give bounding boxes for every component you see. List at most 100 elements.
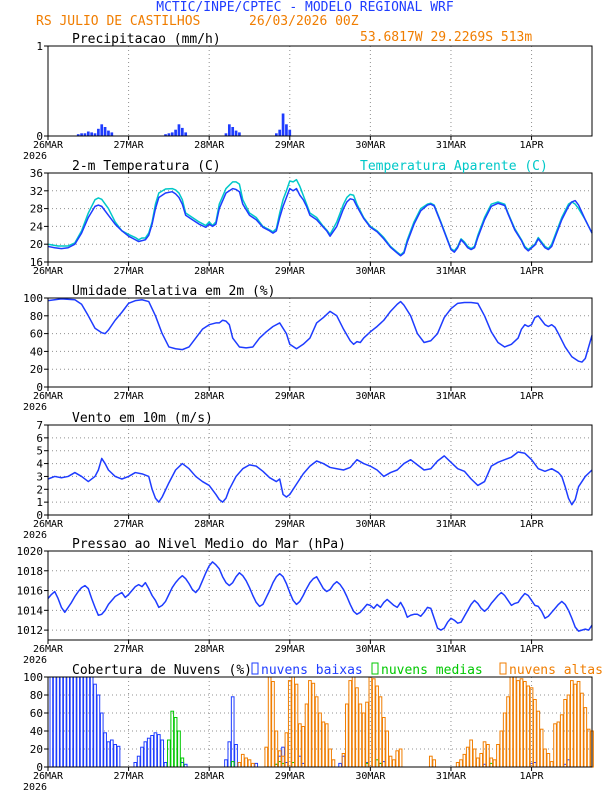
bar-Precipitacao [110,132,114,136]
y-tick-label: 20 [30,743,43,756]
y-tick-label: 3 [36,470,43,483]
bar-Precipitacao [83,133,87,136]
bar-nuvens altas [328,748,332,768]
bar-nuvens baixas [163,762,168,768]
bar-nuvens altas [267,676,272,768]
panel-mslp: 1012 1014 1016 1018 1020 26MAR 27MAR 28MAR 29MAR… [17,537,593,666]
bar-Precipitacao [103,127,107,136]
x-tick-label: 29MAR [275,140,306,151]
y-tick-label: 40 [30,725,43,738]
bar-nuvens altas [506,696,510,768]
bar-nuvens baixas [140,746,144,768]
y-tick-label: 20 [30,363,43,376]
x-tick-label: 31MAR [436,266,467,277]
bar-nuvens baixas [136,755,141,768]
panel-clouds: 0 20 40 60 80 100 26MAR 27MAR 28MAR 29MAR 30MAR 31M… [23,662,603,792]
x-tick-label: 29MAR [275,644,306,655]
bar-nuvens altas [284,732,289,768]
x-tick-label: 30MAR [355,771,386,782]
panel-frame [47,676,593,768]
x-tick-label: 31MAR [436,771,467,782]
y-tick-label: 0 [36,130,43,143]
bar-nuvens altas [247,759,252,768]
y-tick-label: 1 [36,40,43,53]
bar-nuvens altas [553,723,557,768]
bar-nuvens altas [321,721,326,768]
y-tick-label: 0 [36,509,43,522]
y-tick-label: 7 [36,419,43,432]
legend-swatch-nuvens medias [371,662,379,675]
panel-title: Vento em 10m (m/s) [72,411,213,426]
bar-nuvens altas [465,746,470,768]
y-tick-label: 32 [30,185,43,198]
series-line-Temperatura 2m [47,187,593,257]
x-tick-label: 30MAR [355,519,386,530]
bar-nuvens altas [277,750,282,768]
bar-nuvens altas [301,726,306,768]
bar-nuvens medias [170,710,175,768]
bar-nuvens altas [251,762,255,768]
y-tick-label: 1018 [17,565,44,578]
bar-nuvens altas [398,748,403,768]
bar-nuvens medias [173,717,178,768]
bar-nuvens baixas [83,676,87,768]
panel-title: Pressao ao Nivel Medio do Mar (hPa) [72,537,346,552]
bar-nuvens altas [479,753,484,768]
bar-nuvens altas [371,678,376,768]
x-tick-label: 27MAR [114,771,145,782]
x-tick-label: 30MAR [355,140,386,151]
bar-nuvens altas [519,678,524,768]
x-tick-label: 27MAR [114,140,145,151]
bar-nuvens altas [549,761,554,768]
bar-Precipitacao [278,129,282,136]
bar-nuvens baixas [338,762,342,768]
bar-nuvens altas [291,676,295,768]
bar-nuvens altas [492,759,497,768]
bar-nuvens altas [469,739,473,768]
bar-nuvens altas [486,744,490,768]
bar-nuvens altas [304,703,309,768]
y-tick-label: 36 [30,167,43,180]
bar-nuvens baixas [52,676,57,768]
legend-label: nuvens baixas [261,663,363,678]
series-line-Umidade Relativa [47,298,593,363]
bar-nuvens altas [395,750,400,768]
x-year-label: 2026 [23,655,47,666]
bar-nuvens altas [580,692,584,768]
bar-nuvens altas [459,759,463,768]
bar-nuvens baixas [234,744,238,768]
bar-nuvens altas [388,755,393,768]
x-tick-label: 29MAR [275,266,306,277]
y-tick-label: 24 [30,220,44,233]
bar-Precipitacao [164,134,167,136]
y-tick-label: 4 [36,458,43,471]
panel-precip: 0 1 26MAR 27MAR 28MAR 29MAR 30MAR 31MAR 1APR 2026… [23,32,593,162]
bar-nuvens altas [311,682,316,768]
x-tick-label: 1APR [520,266,545,277]
header-location: RS JULIO DE CASTILHOS [36,14,200,29]
bar-nuvens altas [361,712,366,768]
x-tick-label: 30MAR [355,644,386,655]
panel-frame [47,424,593,516]
x-tick-label: 31MAR [436,519,467,530]
x-tick-label: 1APR [520,519,545,530]
panel-title: Umidade Relativa em 2m (%) [72,284,276,299]
y-tick-label: 100 [23,292,43,305]
bar-Precipitacao [224,133,228,136]
y-tick-label: 1 [36,496,43,509]
bar-Precipitacao [107,130,110,136]
x-tick-label: 28MAR [194,266,225,277]
bar-Precipitacao [288,129,292,136]
x-tick-label: 26MAR [33,140,64,151]
y-tick-label: 1012 [17,624,44,637]
bar-nuvens medias [177,730,181,768]
bar-nuvens altas [381,717,386,768]
y-tick-label: 5 [36,445,43,458]
header-title: MCTIC/INPE/CPTEC - MODELO REGIONAL WRF [156,0,454,15]
bar-nuvens altas [502,712,507,768]
bar-Precipitacao [170,132,174,136]
x-tick-label: 28MAR [194,519,225,530]
bar-nuvens altas [355,687,359,768]
bar-Precipitacao [167,133,171,136]
